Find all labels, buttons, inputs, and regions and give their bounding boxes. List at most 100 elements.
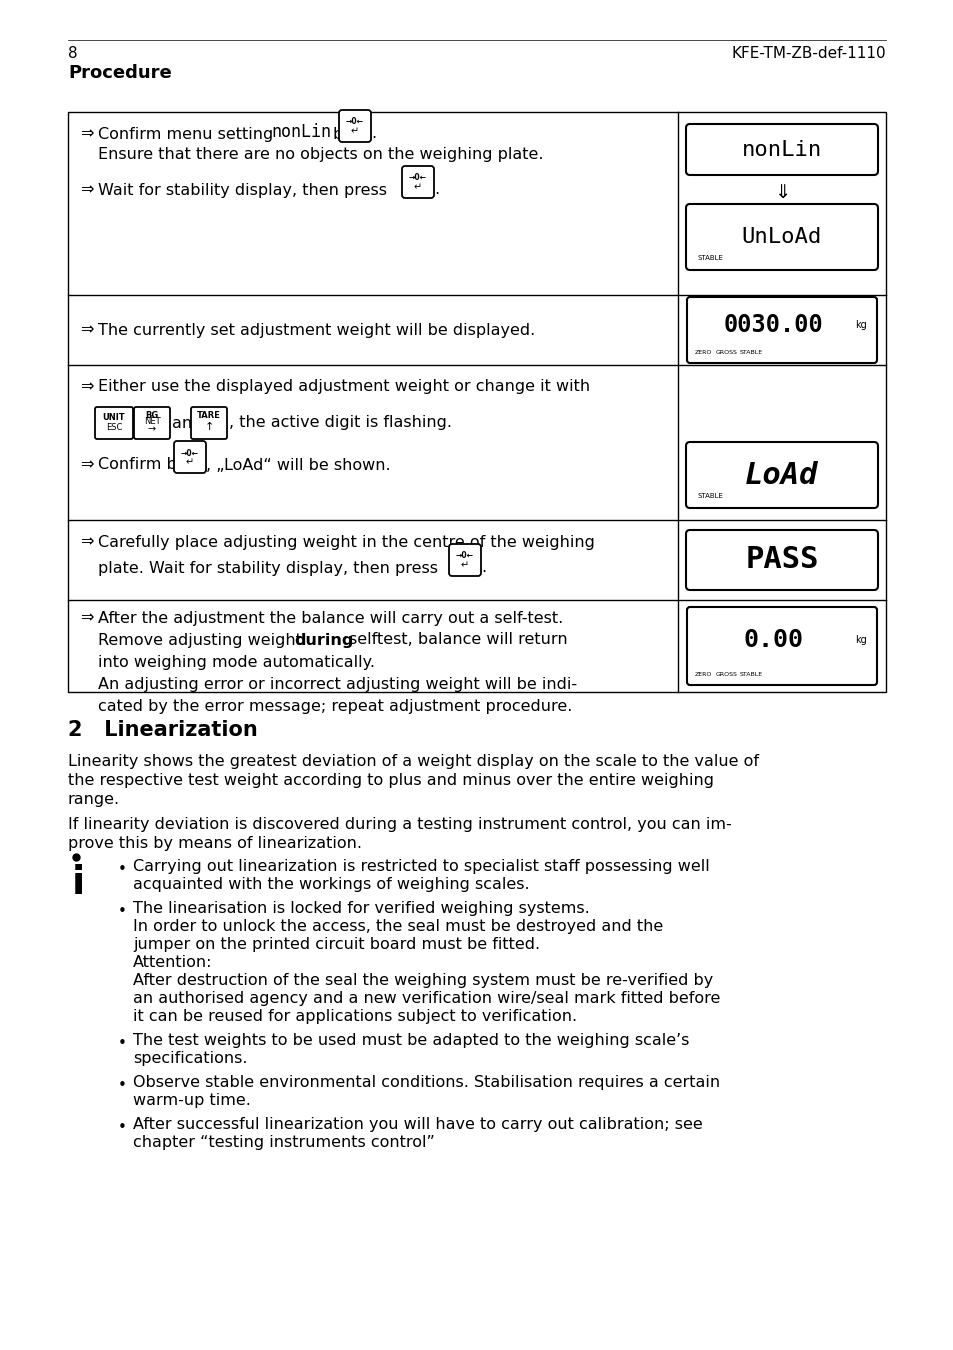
Text: BG: BG [145,410,158,420]
Text: •: • [118,1079,127,1094]
Text: Procedure: Procedure [68,63,172,82]
Text: Carrying out linearization is restricted to specialist staff possessing well: Carrying out linearization is restricted… [132,859,709,873]
Text: jumper on the printed circuit board must be fitted.: jumper on the printed circuit board must… [132,937,539,952]
Text: prove this by means of linearization.: prove this by means of linearization. [68,836,361,850]
Text: →0←: →0← [181,448,199,458]
FancyBboxPatch shape [173,441,206,472]
Text: Either use the displayed adjustment weight or change it with: Either use the displayed adjustment weig… [98,379,590,394]
FancyBboxPatch shape [133,406,170,439]
Text: nonLin: nonLin [271,123,331,140]
Text: The test weights to be used must be adapted to the weighing scale’s: The test weights to be used must be adap… [132,1033,689,1048]
Text: selftest, balance will return: selftest, balance will return [349,633,567,648]
Text: 8: 8 [68,46,77,61]
Text: After successful linearization you will have to carry out calibration; see: After successful linearization you will … [132,1116,702,1133]
Text: Ensure that there are no objects on the weighing plate.: Ensure that there are no objects on the … [98,147,543,162]
Text: NET: NET [144,417,160,427]
FancyBboxPatch shape [191,406,227,439]
Text: •: • [118,904,127,919]
Text: kg: kg [854,320,866,329]
Text: →: → [148,424,156,433]
Text: TARE: TARE [197,410,221,420]
Text: and: and [172,416,202,431]
FancyBboxPatch shape [685,124,877,176]
Text: PASS: PASS [744,545,818,575]
Text: .: . [371,127,375,142]
Text: STABLE: STABLE [740,672,762,676]
Text: .: . [480,560,486,575]
Text: After destruction of the seal the weighing system must be re-verified by: After destruction of the seal the weighi… [132,973,713,988]
FancyBboxPatch shape [401,166,434,198]
Text: 2   Linearization: 2 Linearization [68,720,257,740]
Text: acquainted with the workings of weighing scales.: acquainted with the workings of weighing… [132,878,529,892]
Text: →0←: →0← [456,552,474,560]
FancyBboxPatch shape [95,406,132,439]
Text: The linearisation is locked for verified weighing systems.: The linearisation is locked for verified… [132,900,589,917]
Text: GROSS: GROSS [716,350,737,355]
Text: plate. Wait for stability display, then press: plate. Wait for stability display, then … [98,560,437,575]
Text: UNIT: UNIT [103,413,125,423]
Text: •: • [118,1035,127,1052]
Text: kg: kg [854,634,866,645]
Text: ESC: ESC [106,423,122,432]
Text: If linearity deviation is discovered during a testing instrument control, you ca: If linearity deviation is discovered dur… [68,817,731,832]
Text: specifications.: specifications. [132,1052,247,1066]
Text: ↵: ↵ [186,458,193,467]
Text: ↵: ↵ [414,182,421,192]
Text: KFE-TM-ZB-def-1110: KFE-TM-ZB-def-1110 [731,46,885,61]
Text: i: i [71,864,85,902]
FancyBboxPatch shape [686,608,876,684]
Text: by: by [333,127,353,142]
Text: ,: , [133,416,139,431]
Text: 0.00: 0.00 [743,628,803,652]
Text: Attention:: Attention: [132,954,213,971]
Text: GROSS: GROSS [716,672,737,676]
Text: the respective test weight according to plus and minus over the entire weighing: the respective test weight according to … [68,774,713,788]
Text: In order to unlock the access, the seal must be destroyed and the: In order to unlock the access, the seal … [132,919,662,934]
FancyBboxPatch shape [338,109,371,142]
Text: After the adjustment the balance will carry out a self-test.: After the adjustment the balance will ca… [98,610,562,625]
Text: An adjusting error or incorrect adjusting weight will be indi-: An adjusting error or incorrect adjustin… [98,676,577,691]
Text: ZERO: ZERO [695,672,712,676]
Text: ⇒: ⇒ [80,127,93,142]
Text: nonLin: nonLin [741,139,821,159]
Text: →0←: →0← [409,174,427,182]
Text: UnLoAd: UnLoAd [741,227,821,247]
Text: cated by the error message; repeat adjustment procedure.: cated by the error message; repeat adjus… [98,698,572,714]
Text: Linearity shows the greatest deviation of a weight display on the scale to the v: Linearity shows the greatest deviation o… [68,755,759,770]
Text: STABLE: STABLE [740,350,762,355]
Text: ⇒: ⇒ [80,610,93,625]
Text: STABLE: STABLE [698,493,723,500]
Text: ↑: ↑ [204,423,213,432]
Text: .: . [434,182,438,197]
Bar [68,112,885,693]
Text: The currently set adjustment weight will be displayed.: The currently set adjustment weight will… [98,323,535,338]
FancyBboxPatch shape [685,441,877,508]
Text: an authorised agency and a new verification wire/seal mark fitted before: an authorised agency and a new verificat… [132,991,720,1006]
Text: range.: range. [68,792,120,807]
Text: •: • [118,863,127,878]
Text: it can be reused for applications subject to verification.: it can be reused for applications subjec… [132,1008,577,1025]
Text: , the active digit is flashing.: , the active digit is flashing. [229,416,452,431]
Text: Wait for stability display, then press: Wait for stability display, then press [98,182,387,197]
Text: chapter “testing instruments control”: chapter “testing instruments control” [132,1135,435,1150]
Text: Remove adjusting weight: Remove adjusting weight [98,633,307,648]
Text: ⇒: ⇒ [80,182,93,197]
Text: 0030.00: 0030.00 [723,313,823,338]
Text: during: during [294,633,353,648]
Text: ⇒: ⇒ [80,535,93,549]
Text: Confirm by: Confirm by [98,458,186,472]
Text: ZERO: ZERO [695,350,712,355]
FancyBboxPatch shape [685,204,877,270]
Text: Observe stable environmental conditions. Stabilisation requires a certain: Observe stable environmental conditions.… [132,1075,720,1089]
Text: STABLE: STABLE [698,255,723,261]
Text: , „LoAd“ will be shown.: , „LoAd“ will be shown. [206,458,390,472]
Text: ⇒: ⇒ [80,323,93,338]
FancyBboxPatch shape [449,544,480,576]
FancyBboxPatch shape [686,297,876,363]
Text: →0←: →0← [346,117,364,127]
Text: ↵: ↵ [460,560,469,570]
Text: Carefully place adjusting weight in the centre of the weighing: Carefully place adjusting weight in the … [98,535,595,549]
FancyBboxPatch shape [685,531,877,590]
Text: ⇓: ⇓ [773,182,789,201]
Text: warm-up time.: warm-up time. [132,1094,251,1108]
